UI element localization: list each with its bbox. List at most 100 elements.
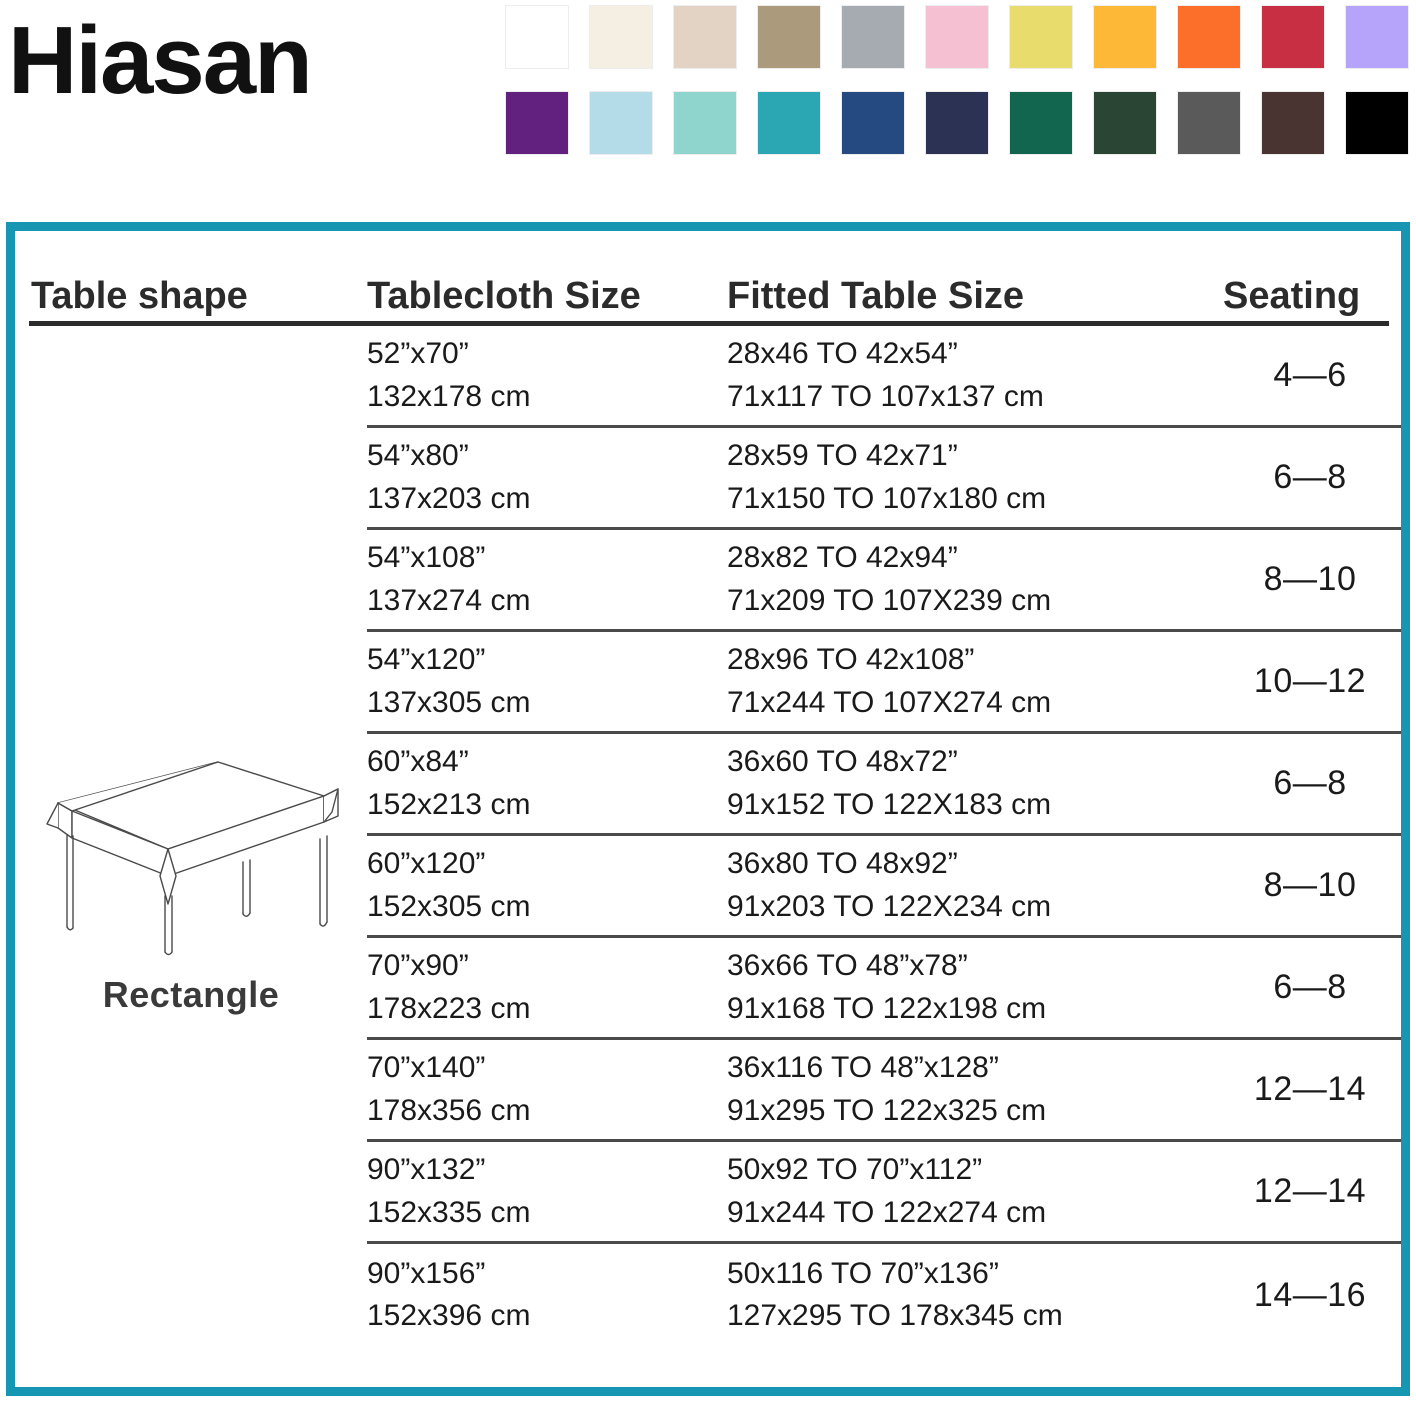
fitted-table-size-cm: 71x244 TO 107X274 cm [727, 685, 1052, 719]
cell-fitted-table-size: 36x80 TO 48x92” 91x203 TO 122X234 cm [727, 845, 1219, 926]
cell-tablecloth-size: 70”x90” 178x223 cm [367, 947, 727, 1028]
table-row: 54”x108” 137x274 cm 28x82 TO 42x94” 71x209 … [367, 530, 1401, 632]
color-swatch-teal[interactable] [758, 92, 820, 154]
tablecloth-size-inches: 70”x140” [367, 1051, 486, 1085]
table-row: 90”x132” 152x335 cm 50x92 TO 70”x112” 91x24… [367, 1142, 1401, 1244]
size-chart-card: Table shape Tablecloth Size Fitted Table… [6, 222, 1410, 1396]
tablecloth-size-cm: 137x203 cm [367, 481, 531, 515]
fitted-table-size-cm: 91x168 TO 122x198 cm [727, 991, 1047, 1025]
seating-range: 12—14 [1253, 1070, 1367, 1108]
table-shape-cell: Rectangle [15, 756, 367, 1016]
tablecloth-size-inches: 90”x156” [367, 1256, 486, 1290]
color-swatch-yellow[interactable] [1010, 6, 1072, 68]
tablecloth-size-inches: 54”x108” [367, 541, 486, 575]
color-swatch-lavender[interactable] [1346, 6, 1408, 68]
cell-tablecloth-size: 90”x156” 152x396 cm [367, 1255, 727, 1336]
tablecloth-size-inches: 60”x84” [367, 745, 469, 779]
cell-fitted-table-size: 50x92 TO 70”x112” 91x244 TO 122x274 cm [727, 1151, 1219, 1232]
cell-fitted-table-size: 28x96 TO 42x108” 71x244 TO 107X274 cm [727, 641, 1219, 722]
rectangle-table-icon [46, 761, 339, 956]
color-swatch-beige[interactable] [674, 6, 736, 68]
color-swatch-hunter-green[interactable] [1094, 92, 1156, 154]
tablecloth-size-cm: 137x274 cm [367, 583, 531, 617]
cell-fitted-table-size: 36x66 TO 48”x78” 91x168 TO 122x198 cm [727, 947, 1219, 1028]
tablecloth-size-cm: 137x305 cm [367, 685, 531, 719]
fitted-table-size-inches: 28x96 TO 42x108” [727, 643, 975, 677]
cell-seating: 10—12 [1219, 662, 1401, 701]
fitted-table-size-inches: 36x60 TO 48x72” [727, 745, 958, 779]
column-header-seating: Seating [1223, 275, 1361, 317]
seating-range: 10—12 [1253, 662, 1367, 700]
tablecloth-size-inches: 54”x80” [367, 439, 469, 473]
color-swatch-dark-brown[interactable] [1262, 92, 1324, 154]
brand-logo: Hiasan [8, 7, 313, 114]
cell-seating: 6—8 [1219, 458, 1401, 497]
color-swatch-white[interactable] [506, 6, 568, 68]
color-swatch-aqua[interactable] [674, 92, 736, 154]
color-swatch-pink[interactable] [926, 6, 988, 68]
color-swatch-red[interactable] [1262, 6, 1324, 68]
table-header-row: Table shape Tablecloth Size Fitted Table… [15, 231, 1401, 315]
cell-tablecloth-size: 52”x70” 132x178 cm [367, 335, 727, 416]
cell-tablecloth-size: 60”x120” 152x305 cm [367, 845, 727, 926]
table-shape-label: Rectangle [102, 974, 280, 1015]
seating-range: 4—6 [1273, 356, 1347, 394]
cell-fitted-table-size: 36x116 TO 48”x128” 91x295 TO 122x325 cm [727, 1049, 1219, 1130]
fitted-table-size-cm: 91x244 TO 122x274 cm [727, 1195, 1047, 1229]
fitted-table-size-cm: 91x295 TO 122x325 cm [727, 1093, 1047, 1127]
seating-range: 8—10 [1263, 560, 1357, 598]
brand-header: Hiasan [0, 0, 1416, 200]
tablecloth-size-inches: 90”x132” [367, 1153, 486, 1187]
color-swatch-black[interactable] [1346, 92, 1408, 154]
tablecloth-size-inches: 60”x120” [367, 847, 486, 881]
fitted-table-size-inches: 28x46 TO 42x54” [727, 337, 958, 371]
tablecloth-size-cm: 178x223 cm [367, 991, 531, 1025]
color-swatch-gold[interactable] [1094, 6, 1156, 68]
fitted-table-size-inches: 50x116 TO 70”x136” [727, 1256, 999, 1290]
cell-tablecloth-size: 60”x84” 152x213 cm [367, 743, 727, 824]
seating-range: 12—14 [1253, 1172, 1367, 1210]
cell-tablecloth-size: 54”x80” 137x203 cm [367, 437, 727, 518]
cell-seating: 4—6 [1219, 356, 1401, 395]
table-row: 54”x120” 137x305 cm 28x96 TO 42x108” 71x244… [367, 632, 1401, 734]
header-divider [29, 321, 1389, 326]
color-swatch-midnight[interactable] [926, 92, 988, 154]
fitted-table-size-cm: 71x117 TO 107x137 cm [727, 379, 1044, 413]
cell-fitted-table-size: 28x82 TO 42x94” 71x209 TO 107X239 cm [727, 539, 1219, 620]
fitted-table-size-cm: 91x203 TO 122X234 cm [727, 889, 1052, 923]
fitted-table-size-inches: 28x59 TO 42x71” [727, 439, 958, 473]
table-row: 90”x156” 152x396 cm 50x116 TO 70”x136” 127x… [367, 1244, 1401, 1346]
seating-range: 8—10 [1263, 866, 1357, 904]
tablecloth-size-inches: 54”x120” [367, 643, 486, 677]
fitted-table-size-inches: 36x80 TO 48x92” [727, 847, 958, 881]
color-swatch-ivory[interactable] [590, 6, 652, 68]
cell-seating: 8—10 [1219, 866, 1401, 905]
size-chart-table: Table shape Tablecloth Size Fitted Table… [15, 231, 1401, 1387]
color-swatch-light-blue[interactable] [590, 92, 652, 154]
seating-range: 6—8 [1273, 764, 1347, 802]
color-swatch-grid [506, 6, 1408, 154]
color-swatch-purple[interactable] [506, 92, 568, 154]
table-rows: 52”x70” 132x178 cm 28x46 TO 42x54” 71x117 T… [367, 326, 1401, 1346]
color-swatch-navy-blue[interactable] [842, 92, 904, 154]
fitted-table-size-cm: 71x209 TO 107X239 cm [727, 583, 1052, 617]
cell-fitted-table-size: 28x46 TO 42x54” 71x117 TO 107x137 cm [727, 335, 1219, 416]
fitted-table-size-cm: 91x152 TO 122X183 cm [727, 787, 1052, 821]
tablecloth-size-cm: 152x335 cm [367, 1195, 531, 1229]
column-header-fitted-table-size: Fitted Table Size [727, 275, 1025, 317]
table-row: 52”x70” 132x178 cm 28x46 TO 42x54” 71x117 T… [367, 326, 1401, 428]
color-swatch-emerald[interactable] [1010, 92, 1072, 154]
table-row: 60”x120” 152x305 cm 36x80 TO 48x92” 91x203 … [367, 836, 1401, 938]
table-row: 70”x90” 178x223 cm 36x66 TO 48”x78” 91x168 … [367, 938, 1401, 1040]
color-swatch-orange[interactable] [1178, 6, 1240, 68]
fitted-table-size-inches: 50x92 TO 70”x112” [727, 1153, 983, 1187]
fitted-table-size-inches: 28x82 TO 42x94” [727, 541, 958, 575]
color-swatch-row-1 [506, 6, 1408, 68]
color-swatch-charcoal[interactable] [1178, 92, 1240, 154]
color-swatch-taupe[interactable] [758, 6, 820, 68]
cell-seating: 14—16 [1219, 1276, 1401, 1315]
table-body: Rectangle 52”x70” 132x178 cm 28x46 TO 42x5… [15, 326, 1401, 1346]
color-swatch-row-2 [506, 92, 1408, 154]
color-swatch-grey[interactable] [842, 6, 904, 68]
cell-fitted-table-size: 36x60 TO 48x72” 91x152 TO 122X183 cm [727, 743, 1219, 824]
